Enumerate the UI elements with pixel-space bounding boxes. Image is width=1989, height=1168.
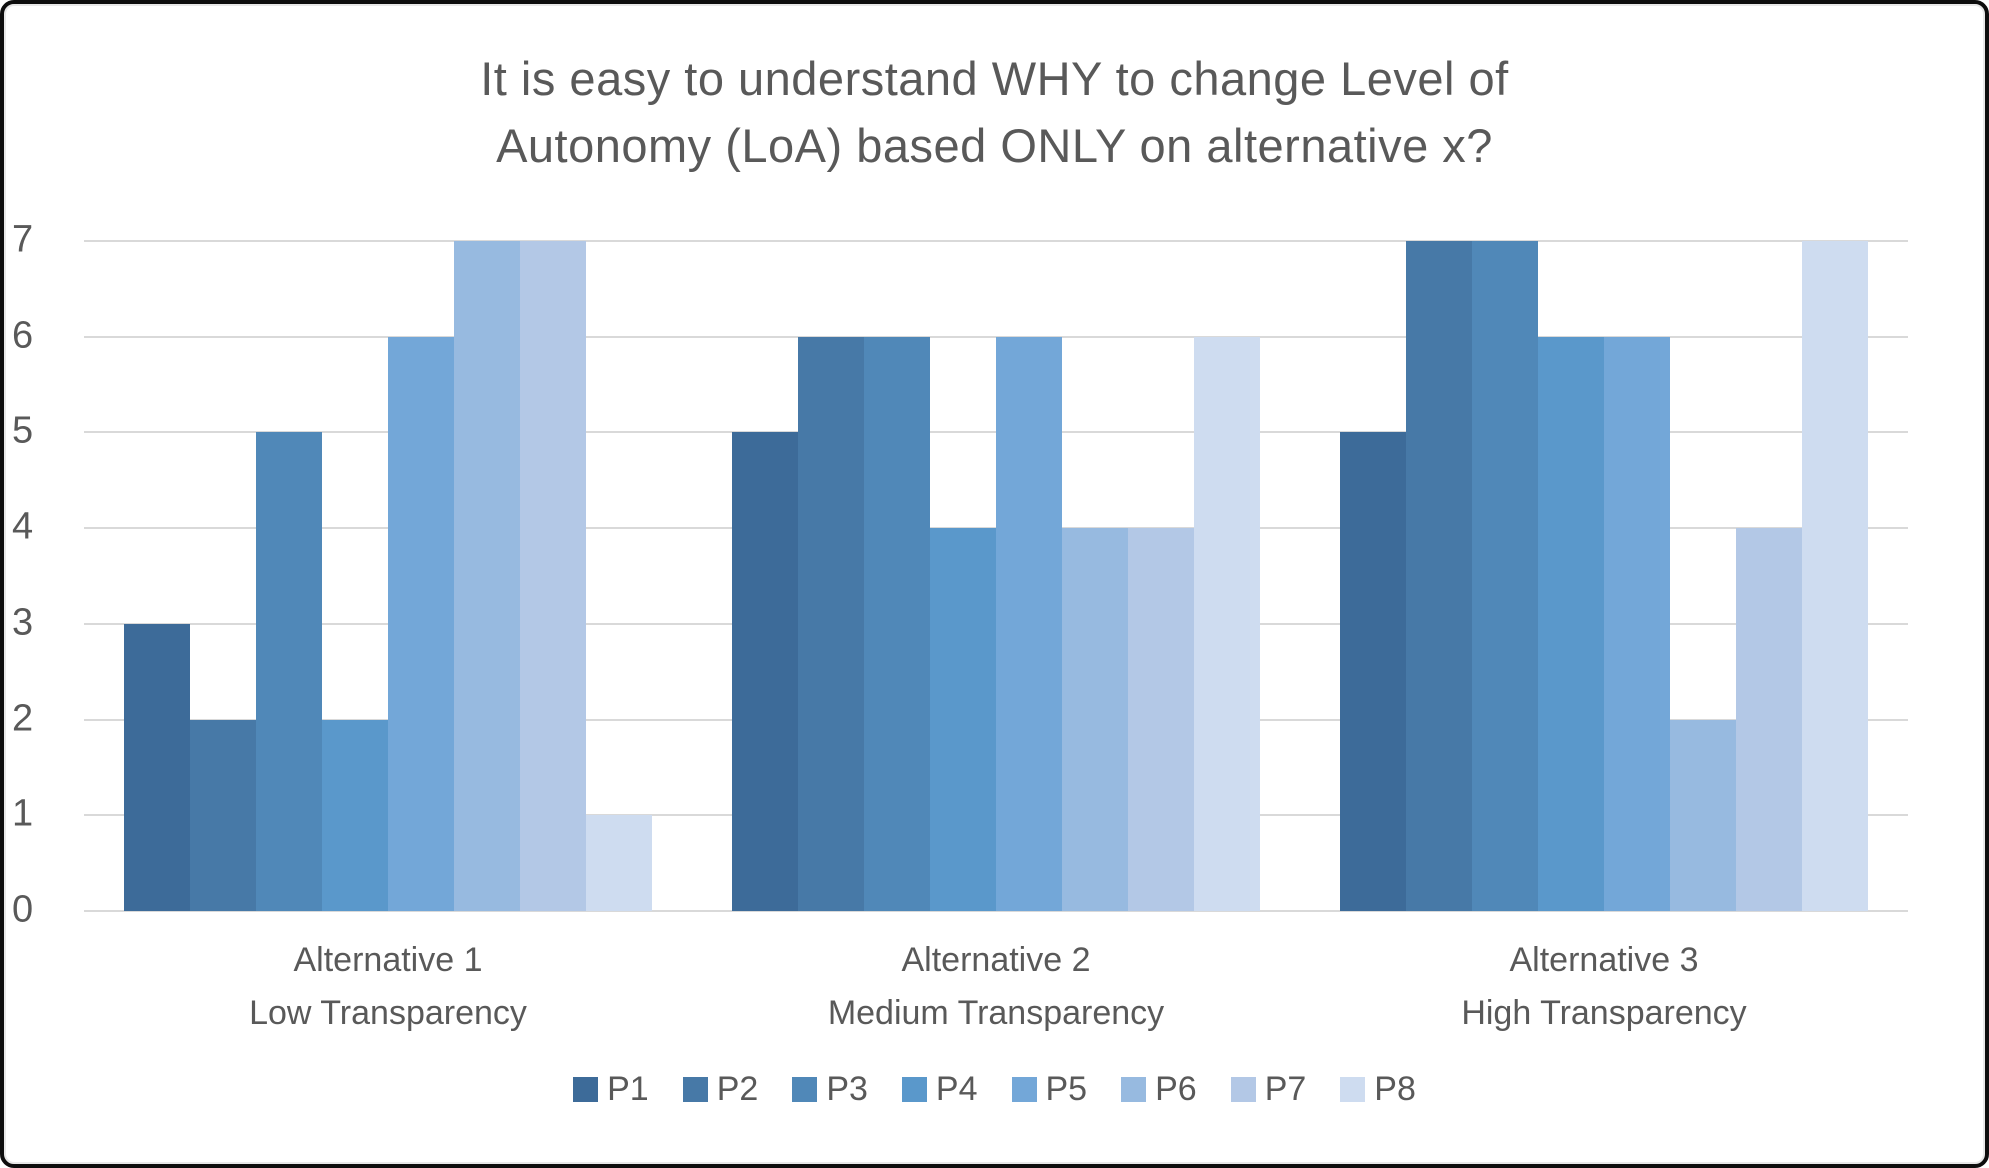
legend-item-p3: P3 [792, 1070, 868, 1109]
gridline-y6: 6 [12, 314, 1908, 356]
legend-item-p7: P7 [1230, 1070, 1307, 1109]
bar-p8-group1 [586, 815, 652, 911]
bar-p3-group2 [864, 336, 930, 911]
legend-swatch-icon [901, 1077, 927, 1102]
legend-swatch-icon [1121, 1077, 1147, 1102]
y-axis-tick-7: 7 [12, 218, 34, 261]
y-axis-tick-0: 0 [12, 888, 34, 931]
bar-p1-group2 [732, 432, 798, 911]
legend-swatch-icon [1340, 1077, 1366, 1102]
legend-label-p7: P7 [1264, 1070, 1307, 1108]
legend: P1 P2 P3 P4 P5 P6 P7 P8 [4, 1070, 1985, 1109]
gridline-y7: 7 [12, 219, 1908, 261]
plot-area: 0 1 2 3 4 5 6 7 [12, 219, 1908, 931]
bar-p3-group1 [256, 432, 322, 911]
legend-label-p8: P8 [1374, 1070, 1416, 1108]
bar-group-alternative-1 [124, 241, 652, 911]
legend-label-p5: P5 [1045, 1070, 1088, 1108]
chart-title-line-2: Autonomy (LoA) based ONLY on alternative… [496, 118, 1493, 172]
legend-swatch-icon [1011, 1077, 1037, 1102]
bar-p4-group2 [930, 528, 996, 911]
legend-item-p2: P2 [682, 1070, 759, 1109]
bar-group-alternative-2 [732, 241, 1260, 911]
bar-groups-layer [84, 241, 1908, 911]
legend-item-p6: P6 [1121, 1070, 1197, 1109]
bar-p6-group3 [1670, 719, 1736, 911]
legend-swatch-icon [573, 1077, 599, 1102]
bar-p4-group3 [1538, 336, 1604, 911]
legend-label-p4: P4 [935, 1070, 978, 1108]
category-label-1-line-1: Alternative 1 [293, 941, 483, 979]
bar-p7-group1 [520, 241, 586, 911]
bar-p5-group3 [1604, 336, 1670, 911]
bar-p8-group2 [1194, 336, 1260, 911]
bar-p2-group3 [1406, 241, 1472, 911]
category-label-2-line-1: Alternative 2 [901, 941, 1091, 979]
category-label-1: Alternative 1 Low Transparency [123, 934, 653, 1039]
bar-p7-group3 [1736, 528, 1802, 911]
category-label-2-line-2: Medium Transparency [827, 993, 1165, 1032]
bar-p2-group1 [190, 719, 256, 911]
legend-item-p8: P8 [1340, 1070, 1416, 1109]
bar-p1-group3 [1340, 432, 1406, 911]
legend-label-p6: P6 [1155, 1070, 1197, 1108]
y-axis-tick-1: 1 [12, 792, 34, 835]
chart-title: It is easy to understand WHY to change L… [4, 46, 1985, 179]
legend-item-p5: P5 [1011, 1070, 1088, 1109]
category-label-3-line-2: High Transparency [1461, 993, 1747, 1032]
bar-p6-group1 [454, 241, 520, 911]
category-label-1-line-2: Low Transparency [249, 993, 527, 1032]
bar-p1-group1 [124, 623, 190, 911]
bar-group-alternative-3 [1340, 241, 1868, 911]
bar-p5-group2 [996, 336, 1062, 911]
y-axis-tick-3: 3 [12, 601, 34, 644]
legend-swatch-icon [792, 1077, 818, 1102]
chart-title-line-1: It is easy to understand WHY to change L… [480, 52, 1509, 105]
category-label-2: Alternative 2 Medium Transparency [731, 934, 1261, 1039]
category-label-3-line-1: Alternative 3 [1509, 941, 1699, 979]
legend-swatch-icon [682, 1077, 708, 1102]
y-axis-tick-2: 2 [12, 697, 34, 740]
category-axis: Alternative 1 Low Transparency Alternative… [84, 934, 1908, 1039]
y-axis-tick-5: 5 [12, 409, 34, 452]
legend-label-p2: P2 [716, 1070, 759, 1108]
y-axis-tick-4: 4 [12, 505, 34, 548]
gridline-y0: 0 [12, 889, 1908, 931]
bar-p4-group1 [322, 719, 388, 911]
bar-p6-group2 [1062, 528, 1128, 911]
legend-swatch-icon [1230, 1077, 1256, 1102]
bar-p8-group3 [1802, 241, 1868, 911]
category-label-3: Alternative 3 High Transparency [1339, 934, 1869, 1039]
legend-item-p4: P4 [901, 1070, 978, 1109]
legend-label-p3: P3 [826, 1070, 868, 1108]
bar-p3-group3 [1472, 241, 1538, 911]
bar-p2-group2 [798, 336, 864, 911]
y-axis-tick-6: 6 [12, 314, 34, 357]
legend-label-p1: P1 [607, 1070, 649, 1108]
bar-p5-group1 [388, 336, 454, 911]
legend-item-p1: P1 [573, 1070, 649, 1109]
bar-p7-group2 [1128, 528, 1194, 911]
